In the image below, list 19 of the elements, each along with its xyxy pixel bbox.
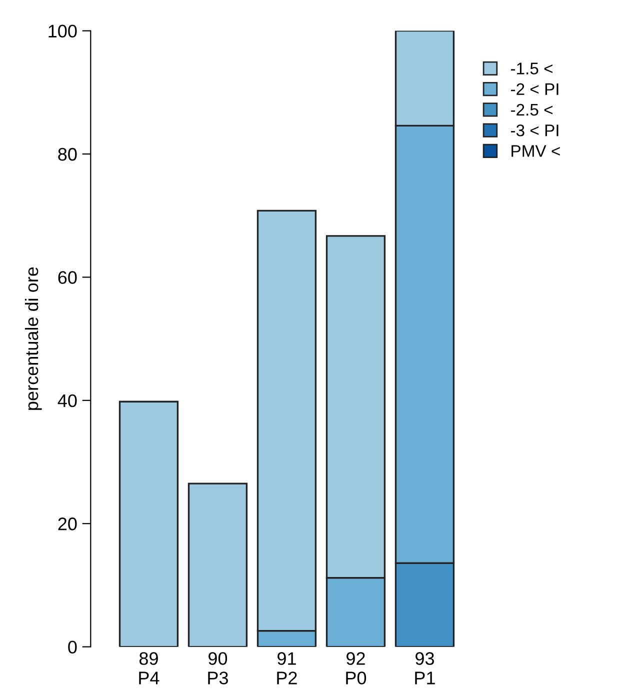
y-tick-label: 40 <box>58 394 77 408</box>
legend-label: -1.5 < <box>510 62 552 74</box>
x-tick-label: 90 P3 <box>208 652 228 684</box>
y-tick-label: 0 <box>68 640 77 654</box>
x-tick-label: 89 P4 <box>139 652 160 684</box>
y-tick-label: 80 <box>58 148 77 161</box>
legend-label: PMV < <box>512 145 560 157</box>
x-tick-label: 92 P0 <box>346 652 366 684</box>
x-tick-label: 93 P1 <box>415 652 435 684</box>
y-tick-label: 100 <box>48 24 77 38</box>
bar <box>188 482 248 647</box>
x-tick-label: 91 P2 <box>277 652 297 684</box>
legend-label: -3 < PI <box>510 124 558 136</box>
legend-label: -2.5 < <box>510 104 552 116</box>
legend-label: -2 < PI <box>510 83 558 95</box>
y-axis-title: percentuale di ore <box>24 267 42 410</box>
y-tick-label: 60 <box>58 271 77 284</box>
y-tick-label: 20 <box>58 518 77 530</box>
bar <box>118 400 179 647</box>
